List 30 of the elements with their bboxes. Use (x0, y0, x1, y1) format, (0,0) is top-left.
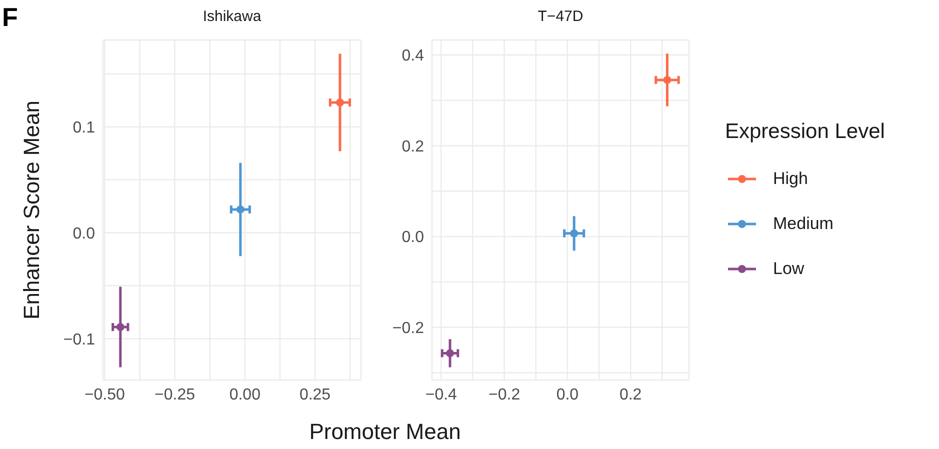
x-tick-label: −0.4 (425, 386, 458, 404)
x-tick-label: 0.0 (556, 386, 579, 404)
y-tick-label: 0.2 (402, 138, 424, 156)
point (236, 205, 244, 214)
y-tick-label: 0.0 (402, 229, 424, 246)
legend-label: Medium (773, 214, 834, 234)
x-tick-label: −0.50 (84, 386, 126, 404)
x-tick-label: 0.00 (229, 386, 261, 404)
point (446, 349, 454, 358)
point (570, 229, 578, 238)
chart-title: Ishikawa (202, 8, 262, 25)
x-tick-label: −0.25 (154, 386, 196, 404)
x-tick-label: 0.2 (619, 386, 642, 404)
legend-title: Expression Level (725, 120, 885, 144)
y-tick-label: 0.1 (72, 120, 96, 137)
x-tick-label: 0.25 (299, 386, 331, 404)
point (116, 323, 124, 332)
y-axis-title: Enhancer Score Mean (19, 100, 45, 320)
y-tick-label: −0.2 (392, 320, 424, 338)
x-axis-title: Promoter Mean (309, 419, 461, 445)
text: F (2, 2, 18, 33)
point (336, 98, 344, 106)
chart-title: T−47D (536, 8, 584, 25)
y-tick-label: 0.4 (402, 48, 424, 65)
legend-label: High (773, 168, 808, 188)
legend-label: Low (773, 258, 804, 278)
x-tick-label: −0.2 (488, 386, 520, 404)
y-tick-label: 0.0 (72, 225, 96, 242)
point (663, 76, 672, 84)
y-tick-label: −0.1 (63, 331, 96, 348)
